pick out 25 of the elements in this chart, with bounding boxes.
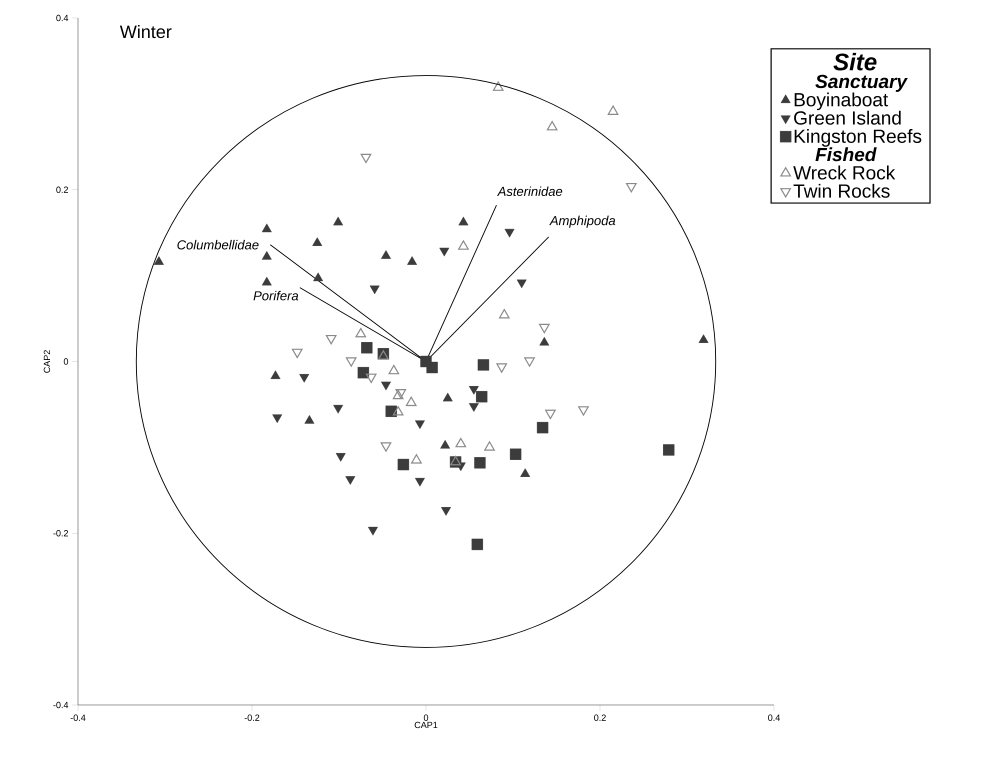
x-tick-label: 0 — [424, 714, 428, 721]
text: Sanctuary — [815, 74, 908, 92]
series-label: Amphipoda — [549, 216, 616, 228]
y-tick-label: 0.4 — [56, 14, 68, 22]
series-label: Asterinidae — [497, 186, 562, 196]
chart-title: Winter — [120, 24, 172, 38]
x-tick-label: 0.2 — [594, 714, 606, 721]
y-axis-title: CAP2 — [44, 350, 50, 373]
legend-label: Twin Rocks — [794, 184, 890, 198]
y-tick-label: 0 — [64, 358, 68, 365]
x-tick-label: 0.4 — [768, 714, 780, 721]
x-axis-title: CAP1 — [414, 722, 438, 728]
y-tick-label: -0.4 — [53, 702, 68, 708]
x-tick-label: -0.4 — [70, 714, 86, 721]
x-tick-label: -0.2 — [244, 714, 260, 721]
legend-label: Wreck Rock — [793, 166, 896, 180]
series-label: Columbellidae — [177, 240, 259, 250]
y-tick-label: 0.2 — [56, 186, 68, 193]
legend-label: Green Island — [794, 110, 901, 125]
text: Fished — [815, 147, 877, 162]
legend-label: Boyinaboat — [794, 92, 888, 110]
legend-label: Kingston Reefs — [794, 129, 922, 147]
series-label: Porifera — [254, 290, 298, 300]
legend-title: Site — [833, 52, 877, 70]
y-tick-label: -0.2 — [53, 530, 68, 536]
